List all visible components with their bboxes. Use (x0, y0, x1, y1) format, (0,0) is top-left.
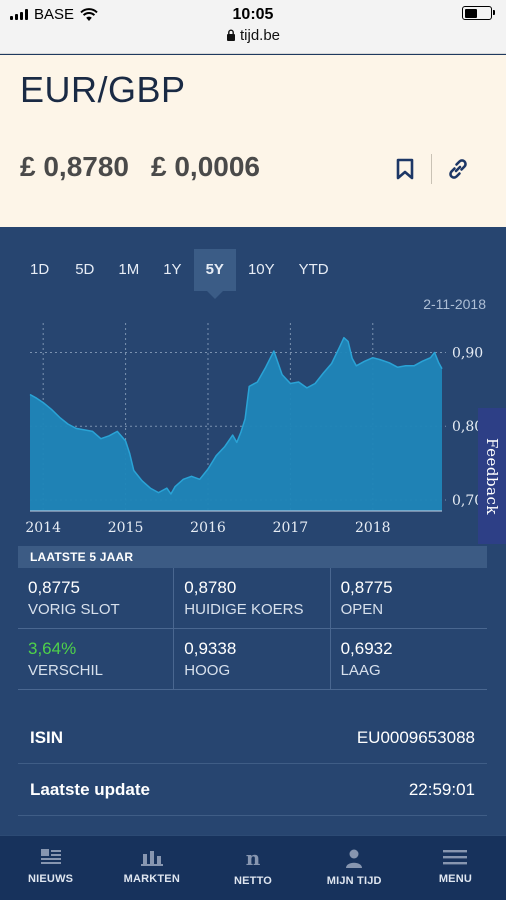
stat-label: HOOG (184, 662, 231, 679)
y-tick-label: 0,80 (452, 419, 483, 435)
signal-icon (10, 9, 28, 20)
nav-label: NIEUWS (28, 873, 74, 885)
stat-value: 0,8775 (28, 578, 80, 597)
info-row: Laatste update 22:59:01 (18, 764, 487, 816)
header-actions (387, 151, 476, 187)
chart-date: 2-11-2018 (423, 296, 486, 312)
nav-mijn-tijd[interactable]: MIJN TIJD (304, 836, 405, 900)
stats-title: LAATSTE 5 JAAR (18, 546, 487, 568)
series-line (29, 336, 443, 495)
user-icon (344, 848, 364, 868)
tab-5y[interactable]: 5Y (193, 249, 236, 299)
lock-icon (226, 29, 235, 41)
stat-label: OPEN (340, 601, 384, 618)
stat-value: 0,8780 (184, 578, 237, 597)
address-bar[interactable]: tijd.be (0, 27, 506, 44)
tab-1y[interactable]: 1Y (163, 261, 182, 278)
link-icon (449, 159, 467, 179)
x-tick-label: 2017 (273, 520, 309, 536)
stat-label: VORIG SLOT (28, 601, 120, 618)
info-row: ISIN EU0009653088 (18, 712, 487, 764)
stat-cell: 0,8775 OPEN (331, 568, 487, 628)
x-tick-label: 2018 (355, 520, 391, 536)
stats-grid: 0,8775 VORIG SLOT 0,8780 HUIDIGE KOERS 0,877… (18, 568, 487, 690)
news-icon (40, 848, 62, 866)
netto-n-icon: n (242, 848, 264, 868)
info-value: EU0009653088 (356, 727, 475, 747)
carrier-area: BASE (10, 6, 98, 23)
nav-markten[interactable]: MARKTEN (101, 836, 202, 900)
tab-1d[interactable]: 1D (30, 261, 50, 278)
stat-value: 0,8775 (340, 578, 393, 597)
stat-cell: 0,8775 VORIG SLOT (18, 568, 175, 628)
page-title: EUR/GBP (20, 69, 186, 110)
stat-cell: 0,6932 LAAG (331, 629, 487, 689)
stat-cell: 3,64% VERSCHIL (18, 629, 175, 689)
nav-label: MARKTEN (123, 873, 180, 885)
status-bar: BASE 10:05 tijd.be (0, 0, 506, 54)
tab-1m[interactable]: 1M (118, 261, 140, 278)
battery-icon (462, 6, 495, 20)
share-link-button[interactable] (440, 151, 476, 187)
bookmark-button[interactable] (387, 151, 423, 187)
stat-label: LAAG (340, 662, 381, 679)
clock: 10:05 (232, 6, 274, 23)
nav-label: NETTO (233, 875, 273, 887)
bookmark-icon (396, 158, 414, 180)
info-value: 22:59:01 (408, 779, 475, 799)
divider (431, 154, 432, 184)
info-key: Laatste update (30, 779, 150, 799)
url-text: tijd.be (239, 27, 281, 44)
nav-menu[interactable]: MENU (405, 836, 506, 900)
nav-nieuws[interactable]: NIEUWS (0, 836, 101, 900)
stat-value: 0,6932 (340, 639, 393, 658)
x-tick-label: 2016 (190, 520, 226, 536)
range-tabs: 1D 5D 1M 1Y 5Y 10Y YTD (18, 249, 341, 299)
price-chart[interactable]: 0,70 0,80 0,90 2014 2015 2016 2017 2018 (18, 317, 506, 542)
tab-ytd[interactable]: YTD (298, 261, 329, 278)
nav-label: MIJN TIJD (326, 875, 382, 887)
x-tick-label: 2014 (25, 520, 61, 536)
nav-label: MENU (438, 873, 473, 885)
svg-text:n: n (246, 848, 261, 868)
stat-cell: 0,9338 HOOG (174, 629, 331, 689)
stats-row: 3,64% VERSCHIL 0,9338 HOOG 0,6932 LAAG (18, 629, 487, 690)
info-key: ISIN (30, 727, 64, 747)
quote-header: EUR/GBP £ 0,8780 £ 0,0006 (0, 55, 506, 227)
bottom-navigation: NIEUWS MARKTEN n NETTO MIJN TIJD MENU (0, 835, 506, 900)
carrier-name: BASE (34, 6, 75, 23)
feedback-tab[interactable]: Feedback (478, 408, 506, 544)
menu-icon (443, 848, 468, 866)
x-tick-label: 2015 (108, 520, 144, 536)
current-price: £ 0,8780 (20, 151, 129, 182)
stat-label: HUIDIGE KOERS (184, 601, 304, 618)
tab-5d[interactable]: 5D (75, 261, 95, 278)
stat-cell: 0,8780 HUIDIGE KOERS (174, 568, 331, 628)
tab-10y[interactable]: 10Y (247, 261, 275, 278)
stat-value: 0,9338 (184, 639, 237, 658)
nav-netto[interactable]: n NETTO (202, 836, 303, 900)
bar-chart-icon (140, 848, 163, 866)
info-list: ISIN EU0009653088 Laatste update 22:59:01 (18, 712, 487, 816)
stats-row: 0,8775 VORIG SLOT 0,8780 HUIDIGE KOERS 0,877… (18, 568, 487, 629)
y-tick-label: 0,70 (452, 493, 483, 509)
price-line: £ 0,8780 £ 0,0006 (20, 151, 260, 183)
area-fill (30, 337, 442, 511)
price-change: £ 0,0006 (151, 151, 260, 182)
stat-value: 3,64% (28, 639, 77, 658)
chart-panel: 1D 5D 1M 1Y 5Y 10Y YTD 2-11-2018 0,70 0,80 0,90 2… (0, 227, 506, 835)
wifi-icon (80, 7, 98, 21)
y-tick-label: 0,90 (452, 345, 483, 361)
stat-label: VERSCHIL (28, 662, 104, 679)
